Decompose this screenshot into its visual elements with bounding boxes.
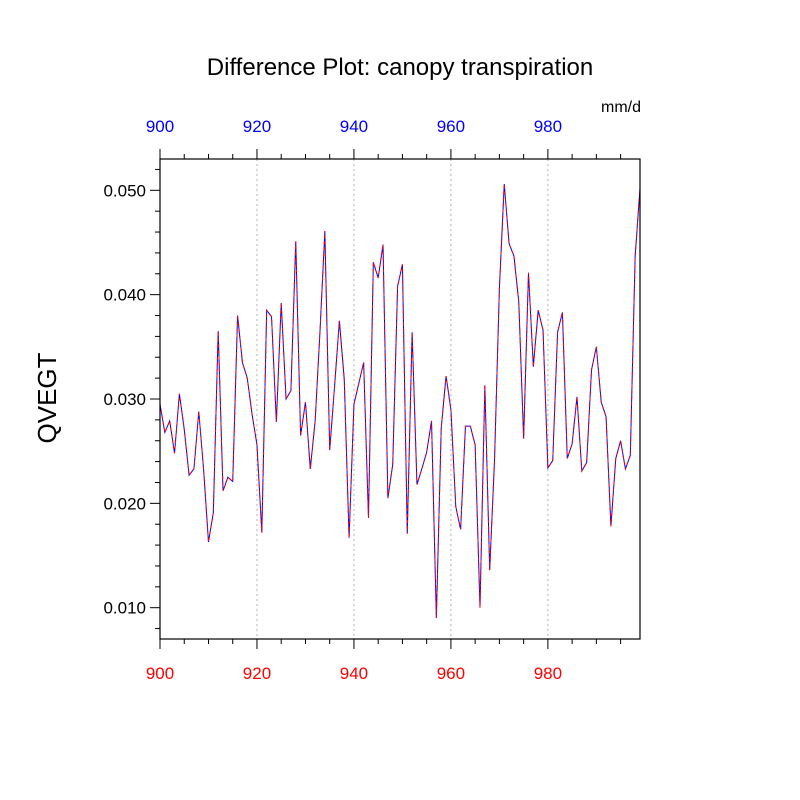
y-tick-label: 0.020 — [103, 494, 146, 513]
y-axis-label: QVEGT — [32, 352, 62, 443]
plot-frame — [159, 158, 641, 640]
x-tick-label-bottom: 980 — [534, 664, 562, 683]
y-tick-label: 0.030 — [103, 390, 146, 409]
y-tick-label: 0.010 — [103, 599, 146, 618]
units-label: mm/d — [601, 99, 641, 116]
x-tick-label-top: 900 — [146, 117, 174, 136]
x-tick-label-bottom: 940 — [340, 664, 368, 683]
y-tick-label: 0.050 — [103, 181, 146, 200]
x-tick-label-top: 920 — [243, 117, 271, 136]
x-tick-label-bottom: 900 — [146, 664, 174, 683]
grid-lines — [256, 159, 549, 639]
x-tick-label-top: 940 — [340, 117, 368, 136]
x-tick-label-top: 960 — [437, 117, 465, 136]
y-tick-label: 0.040 — [103, 286, 146, 305]
series-layer — [159, 183, 641, 619]
chart-title: Difference Plot: canopy transpiration — [207, 54, 593, 81]
series-line-1 — [159, 183, 641, 619]
x-tick-label-top: 980 — [534, 117, 562, 136]
axis-ticks — [150, 149, 622, 649]
x-tick-label-bottom: 960 — [437, 664, 465, 683]
axis-tick-labels: 900 900 920 920 940 940 960 960 980 980 0.010 0.020… — [103, 117, 562, 683]
series-line-2 — [159, 183, 641, 619]
x-tick-label-bottom: 920 — [243, 664, 271, 683]
